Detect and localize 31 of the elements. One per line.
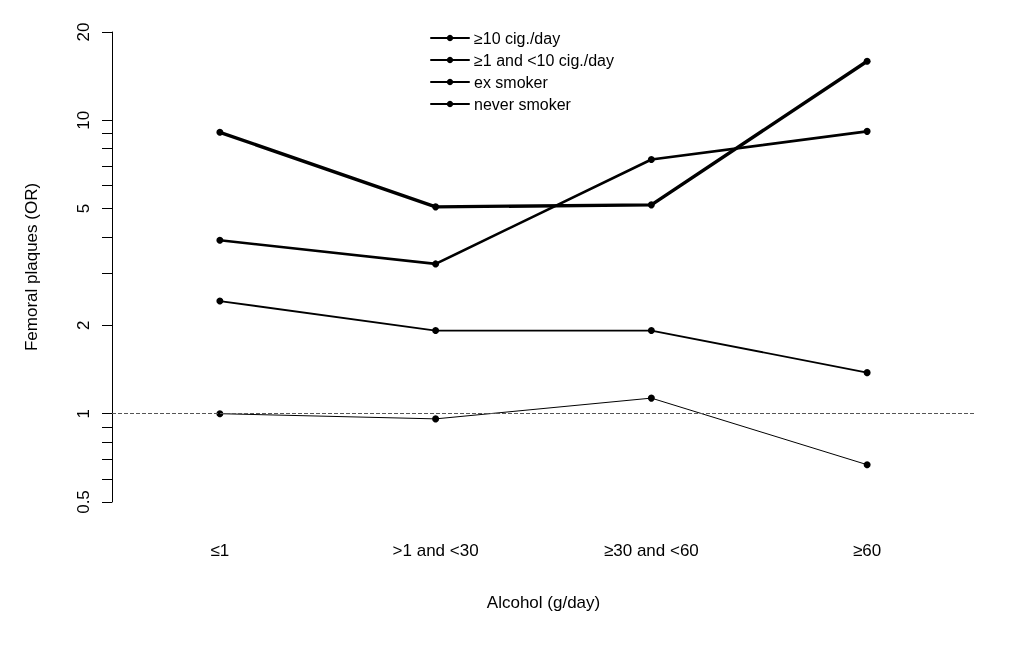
x-axis-title: Alcohol (g/day) — [486, 593, 601, 612]
point — [863, 461, 871, 469]
y-tick-label: 20 — [74, 22, 93, 42]
x-tick-label: ≤1 — [210, 541, 230, 560]
point — [863, 369, 871, 377]
legend-label: ≥10 cig./day — [474, 29, 561, 47]
legend-label: ex smoker — [474, 73, 549, 91]
y-tick-label: 5 — [74, 203, 93, 214]
x-tick-label: ≥60 — [853, 541, 882, 560]
legend-label: never smoker — [474, 95, 572, 113]
y-tick-label: 10 — [74, 110, 93, 130]
point — [647, 394, 655, 402]
point — [647, 327, 655, 335]
point — [647, 201, 655, 209]
y-tick-label: 2 — [74, 320, 93, 331]
y-tick-label: 1 — [74, 408, 93, 419]
point — [216, 297, 224, 305]
point — [216, 236, 224, 244]
legend-label: ≥1 and <10 cig./day — [474, 51, 614, 69]
y-tick-label: 0.5 — [74, 490, 93, 514]
y-axis-title: Femoral plaques (OR) — [22, 182, 41, 352]
point — [216, 128, 224, 136]
x-tick-label: >1 and <30 — [392, 541, 479, 560]
point — [863, 57, 871, 65]
x-tick-label: ≥30 and <60 — [603, 541, 699, 560]
point — [432, 327, 440, 335]
point — [432, 203, 440, 211]
point — [863, 127, 871, 135]
point — [432, 260, 440, 268]
point — [432, 415, 440, 423]
point — [647, 156, 655, 164]
